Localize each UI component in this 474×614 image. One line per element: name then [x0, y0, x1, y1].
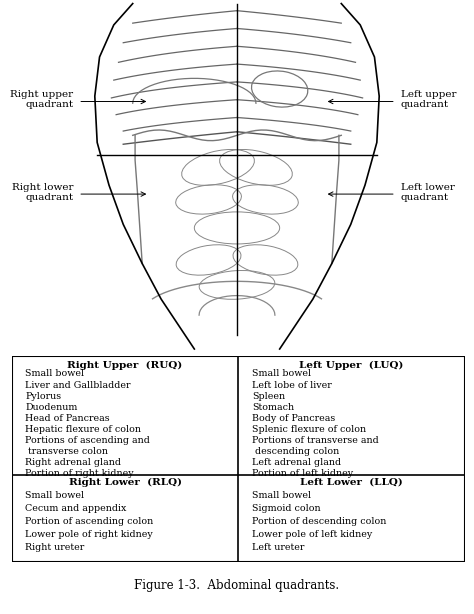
- Text: Right Lower  (RLQ): Right Lower (RLQ): [69, 478, 182, 487]
- Text: Portion of descending colon: Portion of descending colon: [252, 517, 386, 526]
- Text: Hepatic flexure of colon: Hepatic flexure of colon: [26, 425, 141, 434]
- Text: Liver and Gallbladder: Liver and Gallbladder: [26, 381, 131, 390]
- Text: Portion of left kidney: Portion of left kidney: [252, 470, 353, 478]
- Text: Left upper
quadrant: Left upper quadrant: [401, 90, 456, 109]
- Text: Right upper
quadrant: Right upper quadrant: [10, 90, 73, 109]
- Text: Sigmoid colon: Sigmoid colon: [252, 504, 320, 513]
- Text: Left lobe of liver: Left lobe of liver: [252, 381, 331, 390]
- Text: Small bowel: Small bowel: [252, 491, 311, 500]
- Text: Head of Pancreas: Head of Pancreas: [26, 414, 110, 423]
- Text: Portions of ascending and: Portions of ascending and: [26, 436, 150, 445]
- Text: Figure 1-3.  Abdominal quadrants.: Figure 1-3. Abdominal quadrants.: [135, 579, 339, 592]
- Text: Lower pole of left kidney: Lower pole of left kidney: [252, 530, 372, 538]
- Text: Right lower
quadrant: Right lower quadrant: [12, 182, 73, 202]
- Text: Left Lower  (LLQ): Left Lower (LLQ): [300, 478, 403, 486]
- Text: Body of Pancreas: Body of Pancreas: [252, 414, 335, 423]
- Text: transverse colon: transverse colon: [26, 447, 109, 456]
- Text: Left Upper  (LUQ): Left Upper (LUQ): [299, 361, 403, 370]
- Text: Left ureter: Left ureter: [252, 543, 304, 552]
- Text: Left lower
quadrant: Left lower quadrant: [401, 182, 455, 202]
- Text: Right adrenal gland: Right adrenal gland: [26, 458, 121, 467]
- Text: Small bowel: Small bowel: [26, 370, 84, 378]
- Text: Cecum and appendix: Cecum and appendix: [26, 504, 127, 513]
- Text: Small bowel: Small bowel: [252, 370, 311, 378]
- Text: descending colon: descending colon: [252, 447, 339, 456]
- Text: Portions of transverse and: Portions of transverse and: [252, 436, 379, 445]
- Text: Duodenum: Duodenum: [26, 403, 78, 412]
- Text: Lower pole of right kidney: Lower pole of right kidney: [26, 530, 153, 538]
- Text: Portion of ascending colon: Portion of ascending colon: [26, 517, 154, 526]
- Text: Spleen: Spleen: [252, 392, 285, 401]
- Text: Portion of right kidney: Portion of right kidney: [26, 470, 134, 478]
- Text: Small bowel: Small bowel: [26, 491, 84, 500]
- Text: Right Upper  (RUQ): Right Upper (RUQ): [67, 361, 182, 370]
- Text: Pylorus: Pylorus: [26, 392, 62, 401]
- Text: Stomach: Stomach: [252, 403, 294, 412]
- Text: Right ureter: Right ureter: [26, 543, 85, 552]
- Text: Splenic flexure of colon: Splenic flexure of colon: [252, 425, 366, 434]
- Text: Left adrenal gland: Left adrenal gland: [252, 458, 341, 467]
